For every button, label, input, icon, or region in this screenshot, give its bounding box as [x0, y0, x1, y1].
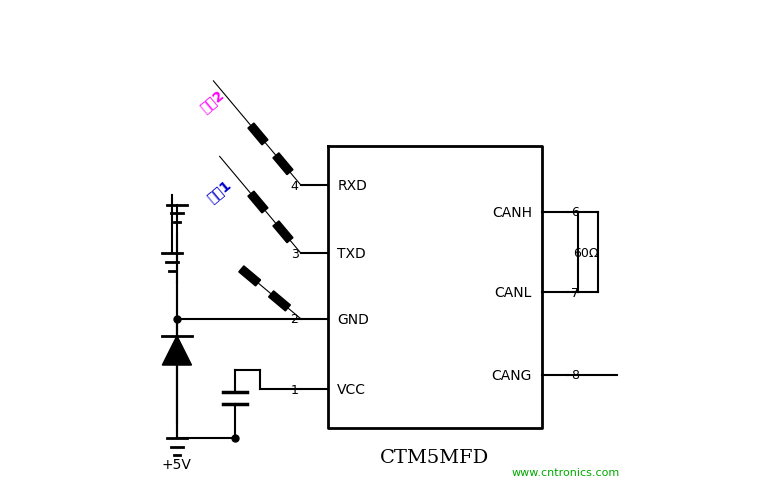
- Text: RXD: RXD: [337, 179, 367, 193]
- Polygon shape: [273, 222, 293, 243]
- Text: GND: GND: [337, 312, 369, 326]
- Text: CANL: CANL: [495, 285, 532, 300]
- Text: 2: 2: [290, 313, 299, 325]
- Text: TXD: TXD: [337, 247, 366, 261]
- Text: 探頭1: 探頭1: [204, 177, 233, 204]
- Text: 6: 6: [571, 206, 579, 219]
- Text: 1: 1: [290, 383, 299, 396]
- Text: CANG: CANG: [492, 368, 532, 382]
- Text: 4: 4: [290, 179, 299, 192]
- Polygon shape: [273, 154, 293, 175]
- Text: 60Ω: 60Ω: [573, 246, 598, 259]
- Text: 3: 3: [290, 247, 299, 260]
- Text: +5V: +5V: [162, 458, 192, 471]
- Polygon shape: [239, 266, 261, 286]
- Text: 探頭2: 探頭2: [198, 87, 227, 115]
- Polygon shape: [248, 124, 268, 145]
- Polygon shape: [269, 291, 290, 311]
- Polygon shape: [162, 336, 191, 366]
- Text: 7: 7: [571, 286, 579, 299]
- Text: CANH: CANH: [492, 205, 532, 220]
- Polygon shape: [248, 192, 268, 213]
- Text: 8: 8: [571, 368, 579, 382]
- Text: VCC: VCC: [337, 383, 367, 397]
- Text: www.cntronics.com: www.cntronics.com: [511, 467, 619, 477]
- Text: CTM5MFD: CTM5MFD: [380, 448, 489, 466]
